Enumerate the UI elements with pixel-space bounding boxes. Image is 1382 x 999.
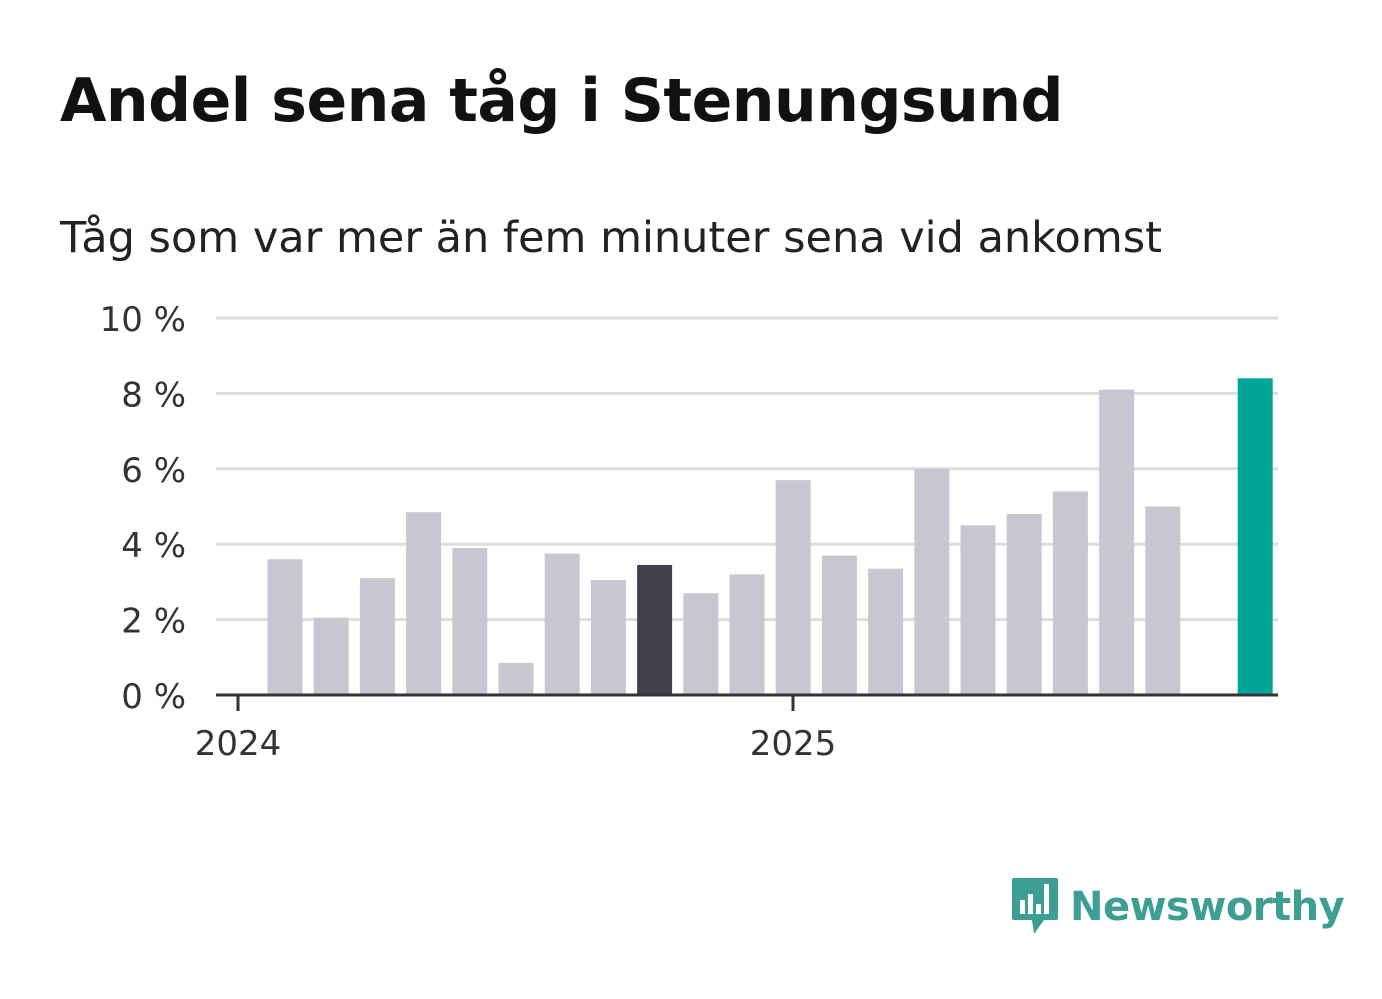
bar-2024-04 — [406, 512, 442, 695]
bar-2024-12 — [775, 480, 811, 695]
bar-2024-09 — [637, 564, 673, 695]
bar-2024-11 — [729, 574, 765, 695]
y-tick-label: 4 % — [121, 526, 186, 566]
bar-2025-04 — [960, 525, 996, 695]
bar-2024-08 — [590, 580, 626, 695]
brand-logo: Newsworthy — [1010, 876, 1345, 938]
bar-2024-02 — [313, 617, 349, 695]
y-tick-label: 0 % — [121, 677, 186, 717]
bar-2025-07 — [1099, 389, 1135, 695]
bar-chart: 0 % 2 % 4 % 6 % 8 % 10 % 2024 2025 — [100, 300, 1278, 764]
y-tick-label: 2 % — [121, 602, 186, 642]
bar-2024-03 — [359, 578, 395, 695]
bar-2025-03 — [914, 468, 950, 695]
bar-2025-08 — [1145, 506, 1181, 695]
bar-2025-01 — [821, 555, 857, 695]
y-tick-label: 6 % — [121, 451, 186, 491]
bar-2024-10 — [683, 593, 719, 695]
chart-subtitle: Tåg som var mer än fem minuter sena vid … — [60, 213, 1163, 263]
bar-2025-05 — [1006, 514, 1042, 695]
bar-2025-10 — [1237, 378, 1273, 695]
bar-2025-02 — [868, 568, 904, 695]
brand-name: Newsworthy — [1070, 884, 1345, 930]
bar-2024-07 — [544, 553, 580, 695]
bar-2024-05 — [452, 547, 488, 695]
bar-2024-06 — [498, 662, 534, 695]
x-tick-label: 2024 — [195, 724, 282, 764]
bar-2024-01 — [267, 559, 303, 695]
y-tick-label: 10 % — [100, 300, 186, 340]
bar-chart-speech-bubble-icon — [1012, 878, 1058, 934]
x-tick-label: 2025 — [750, 724, 837, 764]
bar-2025-06 — [1052, 491, 1088, 695]
chart-title: Andel sena tåg i Stenungsund — [60, 66, 1063, 136]
y-tick-label: 8 % — [121, 375, 186, 415]
